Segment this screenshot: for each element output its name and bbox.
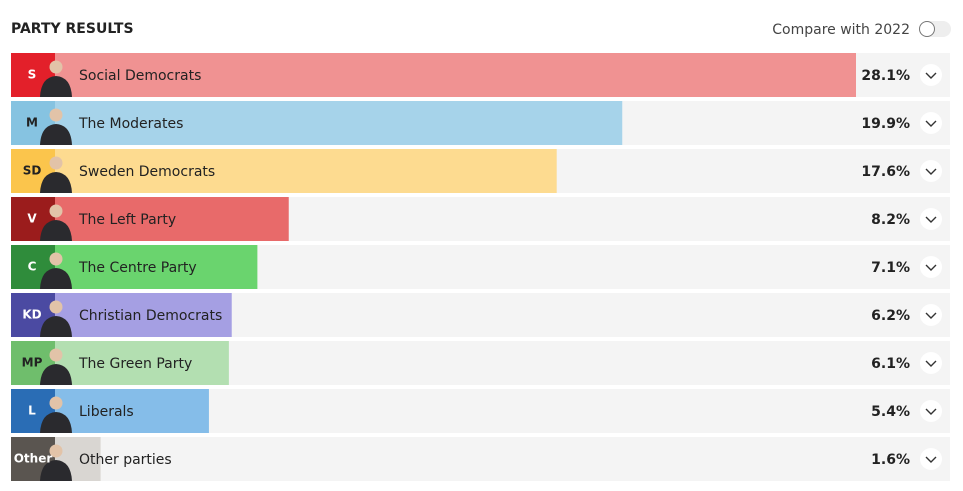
bar	[55, 101, 623, 145]
party-name: Liberals	[79, 404, 134, 420]
party-abbreviation: C	[28, 260, 37, 274]
portrait-body	[40, 220, 72, 241]
expand-chevron	[925, 408, 937, 415]
portrait-body	[40, 460, 72, 481]
party-name: Christian Democrats	[79, 308, 222, 324]
expand-chevron	[925, 312, 937, 319]
party-name: The Left Party	[78, 212, 176, 228]
portrait-head	[49, 396, 63, 410]
expand-button[interactable]	[920, 352, 942, 374]
value-label: 17.6%	[861, 164, 910, 180]
portrait-body	[40, 172, 72, 193]
expand-chevron	[925, 120, 937, 127]
party-name: The Moderates	[78, 116, 183, 132]
expand-button[interactable]	[920, 304, 942, 326]
portrait-head	[49, 108, 63, 122]
bar	[55, 149, 557, 193]
section-title: PARTY RESULTS	[11, 21, 134, 37]
expand-chevron	[925, 456, 937, 463]
portrait-head	[49, 444, 63, 458]
portrait-head	[49, 252, 63, 266]
value-label: 1.6%	[871, 452, 910, 468]
party-abbreviation: MP	[22, 356, 43, 370]
value-label: 5.4%	[871, 404, 910, 420]
party-name: The Green Party	[78, 356, 192, 372]
bar	[55, 197, 289, 241]
value-label: 19.9%	[861, 116, 910, 132]
portrait-head	[49, 60, 63, 74]
value-label: 7.1%	[871, 260, 910, 276]
value-label: 28.1%	[861, 68, 910, 84]
bar	[55, 389, 209, 433]
bar	[55, 53, 856, 97]
portrait-body	[40, 316, 72, 337]
party-abbreviation: M	[26, 116, 38, 130]
party-name: Other parties	[79, 452, 172, 468]
expand-chevron	[925, 168, 937, 175]
value-label: 8.2%	[871, 212, 910, 228]
party-name: The Centre Party	[78, 260, 197, 276]
portrait-body	[40, 76, 72, 97]
expand-button[interactable]	[920, 448, 942, 470]
expand-button[interactable]	[920, 256, 942, 278]
portrait-body	[40, 412, 72, 433]
expand-button[interactable]	[920, 160, 942, 182]
party-abbreviation: KD	[22, 308, 41, 322]
expand-chevron	[925, 264, 937, 271]
expand-chevron	[925, 360, 937, 367]
bar	[55, 293, 232, 337]
portrait-head	[49, 300, 63, 314]
portrait-head	[49, 156, 63, 170]
bar	[55, 341, 229, 385]
party-abbreviation: S	[28, 68, 37, 82]
value-label: 6.1%	[871, 356, 910, 372]
party-abbreviation: SD	[23, 164, 42, 178]
row-track[interactable]	[11, 437, 950, 481]
party-abbreviation: V	[27, 212, 37, 226]
portrait-head	[49, 204, 63, 218]
portrait-body	[40, 364, 72, 385]
expand-chevron	[925, 216, 937, 223]
expand-button[interactable]	[920, 400, 942, 422]
party-abbreviation: Other	[14, 452, 53, 466]
expand-chevron	[925, 72, 937, 79]
compare-label[interactable]: Compare with 2022	[772, 22, 910, 38]
value-label: 6.2%	[871, 308, 910, 324]
party-name: Social Democrats	[79, 68, 201, 84]
party-name: Sweden Democrats	[79, 164, 215, 180]
portrait-body	[40, 268, 72, 289]
expand-button[interactable]	[920, 64, 942, 86]
bar	[55, 245, 258, 289]
toggle-knob	[919, 21, 935, 37]
expand-button[interactable]	[920, 112, 942, 134]
expand-button[interactable]	[920, 208, 942, 230]
portrait-head	[49, 348, 63, 362]
portrait-body	[40, 124, 72, 145]
party-abbreviation: L	[28, 404, 36, 418]
